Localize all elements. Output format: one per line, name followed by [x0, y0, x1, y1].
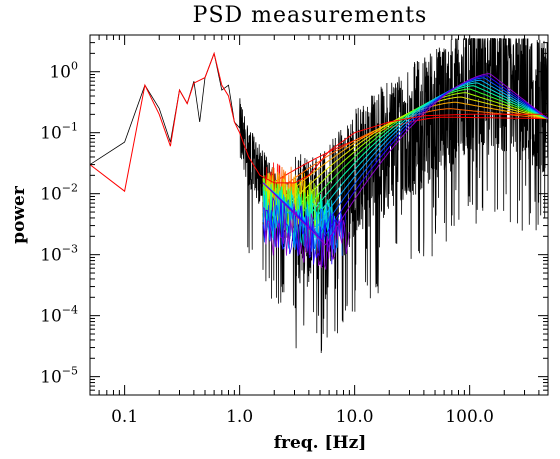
x-axis: 0.1 1.0 10.0 100.0 — [89, 35, 540, 427]
y-tick-label: 10−5 — [40, 365, 78, 388]
plot-frame — [89, 34, 549, 396]
model-noise-11 — [262, 207, 350, 270]
model-curve-0 — [262, 116, 548, 190]
x-tick-label: 0.1 — [111, 407, 138, 427]
plot-area — [90, 38, 548, 354]
x-tick-label: 10.0 — [336, 407, 374, 427]
y-tick-label: 10−2 — [40, 182, 78, 205]
x-axis-label: freq. [Hz] — [274, 433, 367, 453]
series-red — [90, 51, 548, 193]
y-axis: 100 10−1 10−2 10−3 10−4 10−5 — [40, 34, 548, 391]
y-tick-label: 10−1 — [40, 121, 78, 144]
x-tick-label: 1.0 — [226, 407, 253, 427]
model-noise-7 — [262, 189, 335, 251]
y-tick-label: 10−4 — [40, 304, 78, 327]
y-tick-label: 100 — [49, 60, 78, 83]
x-tick-label: 100.0 — [445, 407, 494, 427]
model-noise-9 — [262, 199, 343, 256]
model-curve-4 — [262, 92, 548, 210]
y-tick-label: 10−3 — [40, 243, 78, 266]
chart-title: PSD measurements — [193, 3, 428, 28]
y-axis-label: power — [9, 185, 29, 244]
